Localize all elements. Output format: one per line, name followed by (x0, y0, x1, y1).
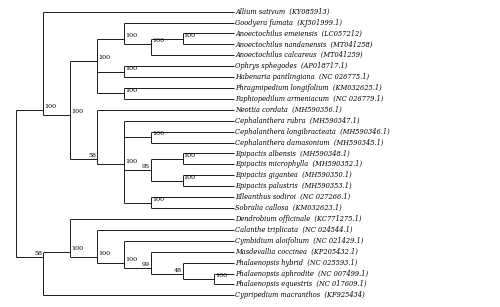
Text: 100: 100 (125, 33, 137, 38)
Text: Neottia cordata  (MH590356.1): Neottia cordata (MH590356.1) (236, 106, 342, 114)
Text: 100: 100 (98, 55, 110, 60)
Text: Phalaenopsis equestris  (NC 017609.1): Phalaenopsis equestris (NC 017609.1) (236, 281, 367, 289)
Text: 100: 100 (125, 158, 137, 164)
Text: 100: 100 (71, 109, 84, 115)
Text: 100: 100 (125, 257, 137, 262)
Text: Epipactis albensis  (MH590348.1): Epipactis albensis (MH590348.1) (236, 150, 350, 157)
Text: 100: 100 (125, 87, 137, 93)
Text: 100: 100 (152, 197, 164, 202)
Text: 100: 100 (44, 104, 56, 109)
Text: Phalaenopsis hybrid  (NC 025593.1): Phalaenopsis hybrid (NC 025593.1) (236, 259, 358, 267)
Text: Cymbidium aloifolium  (NC 021429.1): Cymbidium aloifolium (NC 021429.1) (236, 237, 364, 245)
Text: 100: 100 (152, 131, 164, 136)
Text: Masdevallia coccinea  (KP205432.1): Masdevallia coccinea (KP205432.1) (236, 248, 358, 256)
Text: Epipactis palustris  (MH590353.1): Epipactis palustris (MH590353.1) (236, 182, 352, 190)
Text: Sobralia callosa  (KM032623.1): Sobralia callosa (KM032623.1) (236, 204, 342, 212)
Text: 58: 58 (34, 251, 42, 256)
Text: 100: 100 (98, 251, 110, 256)
Text: Epipactis gigantea  (MH590350.1): Epipactis gigantea (MH590350.1) (236, 171, 352, 179)
Text: Ophrys sphegodes  (AP018717.1): Ophrys sphegodes (AP018717.1) (236, 62, 348, 70)
Text: Calanthe triplicata  (NC 024544.1): Calanthe triplicata (NC 024544.1) (236, 226, 353, 234)
Text: Cephalanthera rubra  (MH590347.1): Cephalanthera rubra (MH590347.1) (236, 117, 360, 125)
Text: 100: 100 (71, 246, 84, 251)
Text: Epipactis microphylla  (MH590352.1): Epipactis microphylla (MH590352.1) (236, 161, 362, 169)
Text: Phalaenopsis aphrodite  (NC 007499.1): Phalaenopsis aphrodite (NC 007499.1) (236, 270, 368, 278)
Text: 95: 95 (142, 164, 150, 169)
Text: 100: 100 (216, 273, 228, 278)
Text: Cephalanthera longibracteata  (MH590346.1): Cephalanthera longibracteata (MH590346.1… (236, 128, 390, 136)
Text: 100: 100 (184, 153, 196, 158)
Text: 100: 100 (152, 38, 164, 44)
Text: 100: 100 (125, 66, 137, 71)
Text: Anoectochilus emeiensis  (LC057212): Anoectochilus emeiensis (LC057212) (236, 29, 362, 37)
Text: Cephalanthera damasonium  (MH590345.1): Cephalanthera damasonium (MH590345.1) (236, 138, 384, 146)
Text: Goodyera fumata  (KJ501999.1): Goodyera fumata (KJ501999.1) (236, 18, 343, 26)
Text: 58: 58 (88, 153, 96, 158)
Text: Elleanthus sodiroi  (NC 027266.1): Elleanthus sodiroi (NC 027266.1) (236, 193, 350, 201)
Text: Phragmipedium longifolium  (KM032625.1): Phragmipedium longifolium (KM032625.1) (236, 84, 382, 92)
Text: 100: 100 (184, 33, 196, 38)
Text: Dendrobium officinale  (KC771275.1): Dendrobium officinale (KC771275.1) (236, 215, 362, 223)
Text: Habenaria pantlingiana  (NC 026775.1): Habenaria pantlingiana (NC 026775.1) (236, 73, 370, 81)
Text: 100: 100 (184, 175, 196, 180)
Text: Anoectochilus nandanensis  (MT041258): Anoectochilus nandanensis (MT041258) (236, 40, 372, 48)
Text: Paphiopedilum armeniacum  (NC 026779.1): Paphiopedilum armeniacum (NC 026779.1) (236, 95, 384, 103)
Text: 48: 48 (174, 268, 182, 273)
Text: 99: 99 (142, 262, 150, 267)
Text: Allium sativum  (KY085913): Allium sativum (KY085913) (236, 8, 330, 16)
Text: Anoectochilus calcareus  (MT041259): Anoectochilus calcareus (MT041259) (236, 51, 363, 59)
Text: Cypripedium macranthos  (KF925434): Cypripedium macranthos (KF925434) (236, 291, 365, 299)
